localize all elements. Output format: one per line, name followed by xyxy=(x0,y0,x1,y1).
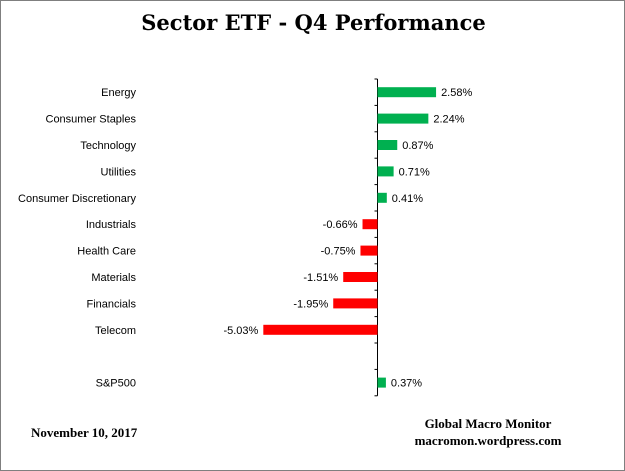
category-label: Financials xyxy=(86,298,136,310)
bar xyxy=(263,324,378,335)
footer-source: Global Macro Monitor macromon.wordpress.… xyxy=(393,415,583,449)
bar xyxy=(343,272,378,282)
source-name: Global Macro Monitor xyxy=(424,416,552,431)
bar xyxy=(377,192,387,203)
category-label: Energy xyxy=(101,87,136,99)
source-url: macromon.wordpress.com xyxy=(414,433,562,448)
category-label: S&P500 xyxy=(96,378,136,390)
bar xyxy=(377,166,394,177)
data-label: 0.87% xyxy=(402,140,433,152)
category-label: Telecom xyxy=(95,325,136,337)
category-label: Health Care xyxy=(77,246,136,258)
bar xyxy=(377,113,429,124)
bar xyxy=(377,140,398,150)
data-label: -1.95% xyxy=(293,298,328,310)
data-label: 0.41% xyxy=(392,193,423,205)
category-label: Industrials xyxy=(86,219,137,231)
category-label: Materials xyxy=(91,272,136,284)
category-label: Utilities xyxy=(101,166,137,178)
data-label: 2.24% xyxy=(433,114,464,126)
data-label: -0.75% xyxy=(321,246,356,258)
data-label: -1.51% xyxy=(303,272,338,284)
data-label: 0.37% xyxy=(391,378,422,390)
bar xyxy=(377,87,437,98)
bar xyxy=(360,245,378,256)
bar xyxy=(377,377,386,388)
data-label: 2.58% xyxy=(441,87,472,99)
data-label: -0.66% xyxy=(323,219,358,231)
category-label: Consumer Staples xyxy=(46,114,137,126)
category-label: Technology xyxy=(80,140,136,152)
data-label: -5.03% xyxy=(223,325,258,337)
chart-title: Sector ETF - Q4 Performance xyxy=(141,10,486,35)
data-label: 0.71% xyxy=(399,166,430,178)
category-label: Consumer Discretionary xyxy=(18,193,136,205)
bar xyxy=(333,298,378,309)
bar xyxy=(362,219,378,230)
footer-date: November 10, 2017 xyxy=(31,425,138,440)
